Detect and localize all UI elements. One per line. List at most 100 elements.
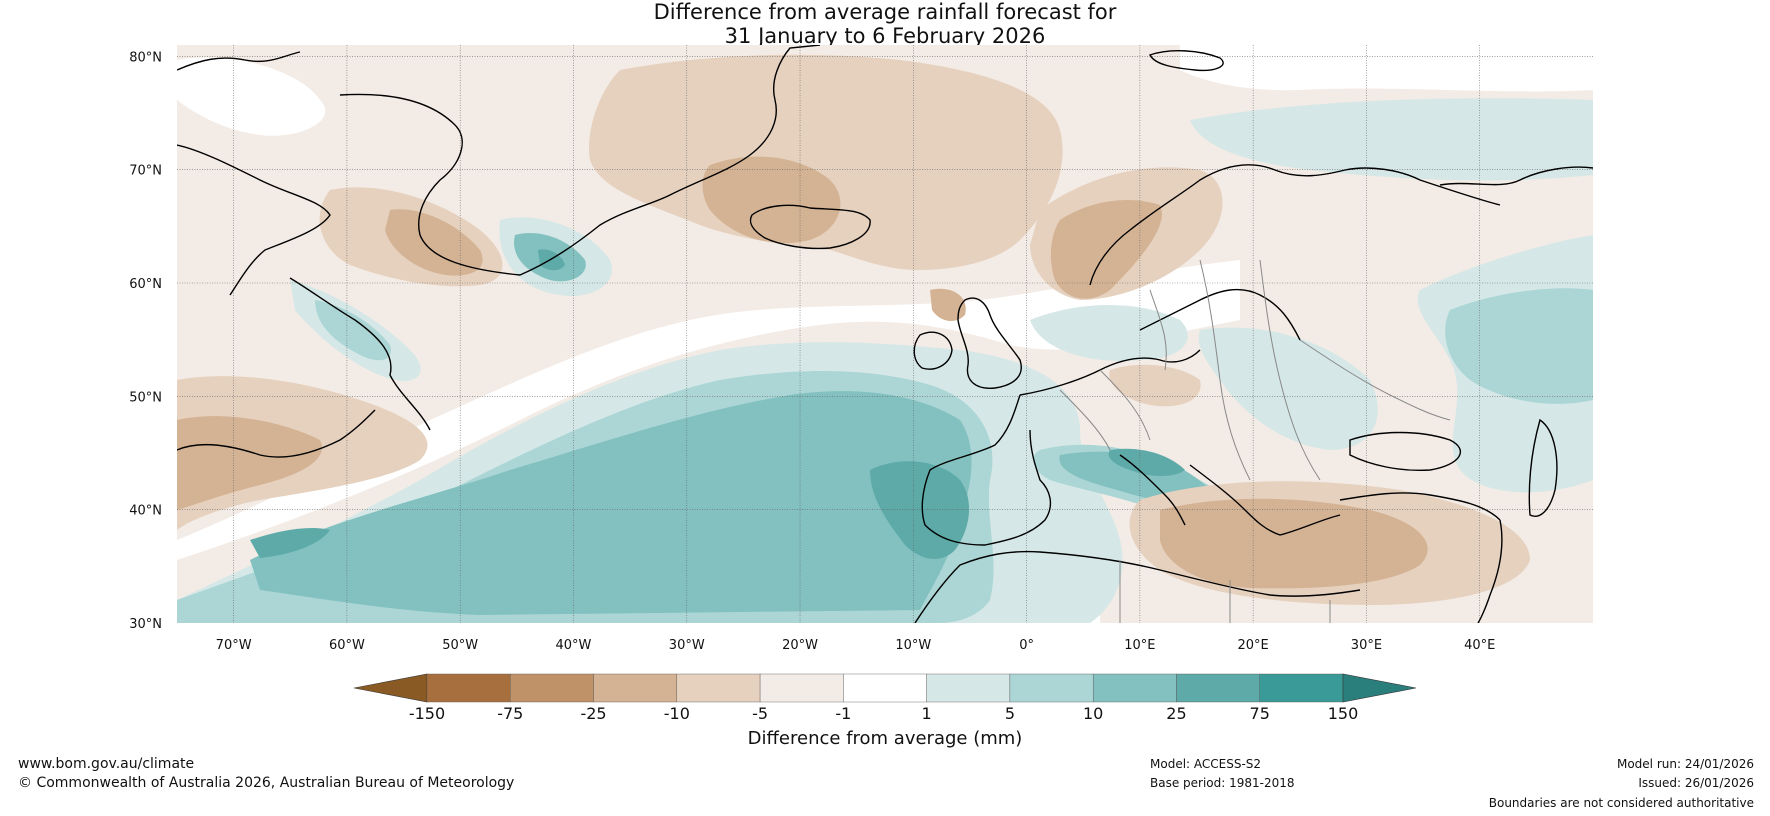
colorbar-box bbox=[676, 673, 761, 703]
colorbar-title: Difference from average (mm) bbox=[748, 728, 1023, 749]
neutral-region bbox=[177, 57, 326, 136]
model-run-text: Model run: 24/01/2026 bbox=[1616, 757, 1754, 771]
model-text: Model: ACCESS-S2 bbox=[1150, 757, 1262, 771]
colorbar-box bbox=[510, 673, 594, 703]
graticule bbox=[177, 45, 1593, 623]
colorbar-box bbox=[759, 673, 844, 703]
coastline-svalbard bbox=[1149, 50, 1224, 72]
colorbar-box bbox=[1176, 673, 1260, 703]
longitude-label: 30°W bbox=[669, 638, 705, 653]
coastlines bbox=[177, 45, 1593, 623]
coastline-caspian bbox=[1528, 418, 1558, 517]
coastline-ireland bbox=[913, 331, 953, 370]
longitude-label: 0° bbox=[1019, 638, 1034, 653]
colorbar-tick-label: -5 bbox=[752, 704, 768, 723]
wet-anomaly-light bbox=[1198, 327, 1378, 450]
colorbar-box bbox=[843, 673, 927, 703]
longitude-label: 40°E bbox=[1464, 638, 1495, 653]
wet-anomaly-very-strong bbox=[538, 249, 565, 271]
latitude-label: 50°N bbox=[129, 390, 162, 405]
dry-anomaly-moderate bbox=[385, 209, 483, 276]
colorbar-box bbox=[1092, 673, 1177, 703]
wet-anomaly-light bbox=[1030, 305, 1188, 361]
longitude-labels: 70°W 60°W 50°W 40°W 30°W 20°W 10°W 0° 10°E 20°E 30… bbox=[216, 638, 1496, 653]
colorbar-tick-label: -10 bbox=[664, 704, 690, 723]
wet-anomaly-very-strong bbox=[250, 528, 330, 558]
coastline-great-britain bbox=[957, 297, 1022, 389]
coastline-iberia bbox=[921, 394, 1052, 546]
coastline-norway bbox=[1089, 164, 1501, 286]
colorbar-tick-label: 1 bbox=[922, 704, 932, 723]
coastline-labrador bbox=[289, 277, 431, 431]
colorbar-tick-label: -75 bbox=[497, 704, 523, 723]
colorbar-tick-label: 5 bbox=[1005, 704, 1015, 723]
issued-text: Issued: 26/01/2026 bbox=[1638, 776, 1754, 790]
website-link[interactable]: www.bom.gov.au/climate bbox=[18, 756, 195, 772]
base-period-text: Base period: 1981-2018 bbox=[1150, 776, 1295, 790]
title-line-1: Difference from average rainfall forecas… bbox=[653, 0, 1117, 24]
longitude-label: 10°W bbox=[895, 638, 931, 653]
wet-anomaly-light bbox=[1190, 98, 1593, 181]
colorbar-box bbox=[426, 673, 511, 703]
latitude-label: 70°N bbox=[129, 164, 162, 179]
colorbar-tick-label: -150 bbox=[409, 704, 445, 723]
rainfall-anomaly-fields bbox=[177, 45, 1593, 623]
wet-anomaly-moderate bbox=[315, 300, 391, 361]
coastline-balkans-greece bbox=[1189, 464, 1341, 536]
colorbar-box bbox=[926, 673, 1011, 703]
colorbar-tick-label: 10 bbox=[1083, 704, 1103, 723]
latitude-label: 80°N bbox=[129, 50, 162, 65]
latitude-label: 30°N bbox=[129, 617, 162, 632]
coastline-greenland bbox=[339, 45, 821, 276]
coastline-iceland bbox=[749, 204, 871, 250]
colorbar-tick-label: -25 bbox=[580, 704, 606, 723]
neutral-region bbox=[1180, 45, 1593, 92]
colorbar-tick-label: 75 bbox=[1250, 704, 1270, 723]
coastline-baffin bbox=[177, 144, 331, 296]
copyright-text: © Commonwealth of Australia 2026, Austra… bbox=[18, 775, 515, 791]
neutral-region bbox=[177, 260, 1240, 560]
dry-anomaly-moderate bbox=[930, 288, 966, 322]
coastline-north-canada bbox=[177, 51, 301, 71]
dry-anomaly-moderate bbox=[1160, 498, 1428, 589]
dry-anomaly-moderate bbox=[1050, 200, 1162, 299]
wet-anomaly-very-strong bbox=[1108, 448, 1185, 476]
colorbar-tick-label: 150 bbox=[1328, 704, 1359, 723]
longitude-label: 20°W bbox=[782, 638, 818, 653]
dry-anomaly-light bbox=[589, 54, 1063, 270]
latitude-label: 60°N bbox=[129, 277, 162, 292]
disclaimer-text: Boundaries are not considered authoritat… bbox=[1488, 796, 1754, 810]
latitude-label: 40°N bbox=[129, 504, 162, 519]
colorbar-arrow-low bbox=[353, 673, 428, 703]
coastline-black-sea bbox=[1349, 431, 1462, 472]
longitude-label: 70°W bbox=[216, 638, 252, 653]
coastline-north-africa bbox=[914, 550, 1361, 623]
coastline-east-med bbox=[1477, 519, 1503, 623]
dry-anomaly-moderate bbox=[177, 416, 322, 510]
title-line-2: 31 January to 6 February 2026 bbox=[724, 24, 1046, 48]
dry-anomaly-light bbox=[1109, 364, 1201, 407]
colorbar-box bbox=[1259, 673, 1344, 703]
wet-anomaly-very-strong bbox=[870, 461, 970, 560]
chart-title: Difference from average rainfall forecas… bbox=[0, 0, 1770, 48]
longitude-label: 20°E bbox=[1238, 638, 1269, 653]
coastline-turkey bbox=[1339, 492, 1501, 521]
longitude-label: 50°W bbox=[442, 638, 478, 653]
colorbar-box bbox=[1009, 673, 1094, 703]
colorbar-tick-label: -1 bbox=[835, 704, 851, 723]
wet-anomaly-moderate bbox=[1445, 288, 1593, 404]
colorbar-box bbox=[593, 673, 678, 703]
dry-anomaly-moderate bbox=[702, 156, 841, 244]
coastline-russia-arctic bbox=[1439, 166, 1593, 186]
wet-anomaly-strong bbox=[250, 391, 972, 615]
longitude-label: 60°W bbox=[329, 638, 365, 653]
coastline-maritimes bbox=[177, 409, 376, 458]
coastline-europe-west bbox=[1019, 349, 1201, 396]
longitude-label: 10°E bbox=[1124, 638, 1155, 653]
longitude-label: 40°W bbox=[556, 638, 592, 653]
country-borders bbox=[1059, 259, 1451, 623]
colorbar: -150 -75 -25 -10 -5 -1 1 5 10 25 75 150 bbox=[353, 673, 1417, 723]
colorbar-tick-label: 25 bbox=[1166, 704, 1186, 723]
coastline-sweden-baltic bbox=[1139, 288, 1301, 341]
